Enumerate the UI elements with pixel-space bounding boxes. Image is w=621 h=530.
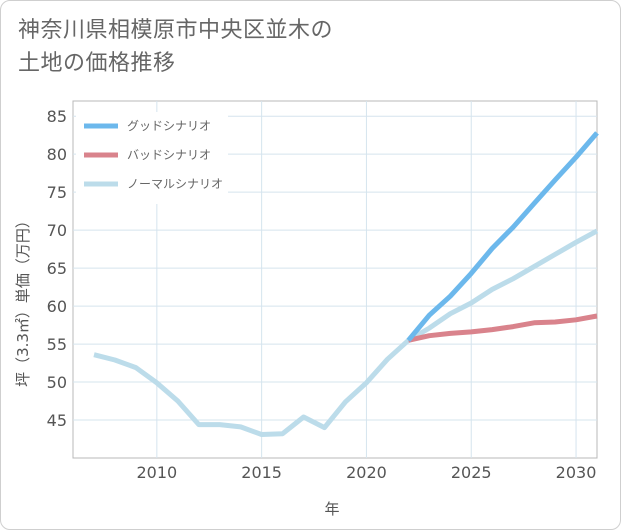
x-tick-label: 2015 xyxy=(241,463,282,482)
y-tick-label: 55 xyxy=(47,335,67,354)
x-tick-label: 2025 xyxy=(451,463,492,482)
series-line-1 xyxy=(406,131,599,342)
x-tick-label: 2020 xyxy=(346,463,387,482)
y-tick-label: 50 xyxy=(47,373,67,392)
series-line-3 xyxy=(93,228,599,437)
tick-labels: 2010 2015 2020 2025 2030 45 50 55 60 65 70 75 80 85 xyxy=(47,107,597,482)
x-tick-label: 2010 xyxy=(136,463,177,482)
y-tick-label: 45 xyxy=(47,411,67,430)
y-tick-label: 85 xyxy=(47,107,67,126)
legend-label: グッドシナリオ xyxy=(127,119,211,133)
y-tick-label: 75 xyxy=(47,183,67,202)
chart-title-line-2: 土地の価格推移 xyxy=(18,51,176,76)
chart-title: 神奈川県相模原市中央区並木の 土地の価格推移 xyxy=(18,14,333,80)
y-tick-label: 80 xyxy=(47,145,67,164)
y-tick-label: 60 xyxy=(47,297,67,316)
legend-label: ノーマルシナリオ xyxy=(127,177,223,191)
y-tick-label: 70 xyxy=(47,221,67,240)
y-tick-label: 65 xyxy=(47,259,67,278)
series-lines xyxy=(93,131,599,437)
grid xyxy=(73,101,597,458)
x-tick-label: 2030 xyxy=(556,463,597,482)
legend-label: バッドシナリオ xyxy=(127,148,211,162)
chart-title-line-1: 神奈川県相模原市中央区並木の xyxy=(18,18,334,43)
y-axis-label: 坪（3.3㎡）単価（万円） xyxy=(14,213,32,387)
x-axis-label: 年 xyxy=(324,500,339,518)
series-line-2 xyxy=(407,313,598,343)
